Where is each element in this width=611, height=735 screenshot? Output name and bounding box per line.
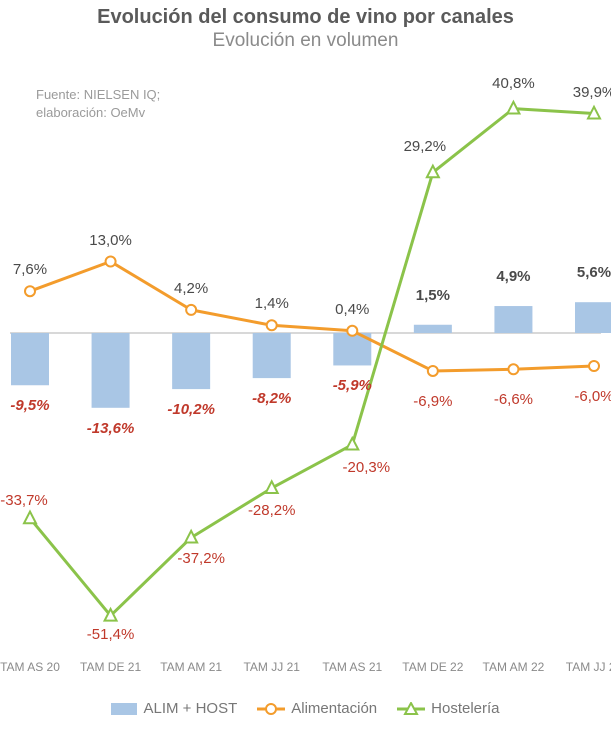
bar-label: -5,9% xyxy=(333,377,372,394)
legend-label: Hostelería xyxy=(431,700,499,717)
line1-label: -6,6% xyxy=(494,391,533,408)
legend-item: ALIM + HOST xyxy=(111,700,237,717)
line2-label: 29,2% xyxy=(404,138,447,155)
category-label: TAM AS 20 xyxy=(0,660,60,674)
category-label: TAM AM 22 xyxy=(483,660,545,674)
legend: ALIM + HOST Alimentación Hostelería xyxy=(0,700,611,717)
category-label: TAM JJ 22 xyxy=(566,660,611,674)
line1-label: -6,9% xyxy=(413,393,452,410)
line2-label: -51,4% xyxy=(87,626,135,643)
legend-swatch-line xyxy=(257,702,285,716)
category-label: TAM JJ 21 xyxy=(243,660,299,674)
line2-label: -33,7% xyxy=(0,492,48,509)
bar-label: -13,6% xyxy=(87,420,135,437)
bar-label: 5,6% xyxy=(577,264,611,281)
line2-label: -37,2% xyxy=(177,550,225,567)
line1-label: 13,0% xyxy=(89,232,132,249)
line2-label: 39,9% xyxy=(573,84,611,101)
line2-label: -20,3% xyxy=(343,459,391,476)
line1-label: 7,6% xyxy=(13,261,47,278)
line1-label: 0,4% xyxy=(335,301,369,318)
category-label: TAM AS 21 xyxy=(322,660,382,674)
bar-label: -8,2% xyxy=(252,390,291,407)
line1-label: 4,2% xyxy=(174,280,208,297)
bar-label: -9,5% xyxy=(10,397,49,414)
line2-label: -28,2% xyxy=(248,502,296,519)
legend-item: Hostelería xyxy=(397,700,499,717)
legend-swatch-line xyxy=(397,702,425,716)
legend-item: Alimentación xyxy=(257,700,377,717)
legend-label: Alimentación xyxy=(291,700,377,717)
category-label: TAM DE 21 xyxy=(80,660,141,674)
bar-label: 4,9% xyxy=(496,268,530,285)
legend-label: ALIM + HOST xyxy=(143,700,237,717)
line1-label: -6,0% xyxy=(574,388,611,405)
bar-label: -10,2% xyxy=(167,401,215,418)
line1-label: 1,4% xyxy=(255,295,289,312)
line2-label: 40,8% xyxy=(492,75,535,92)
category-label: TAM AM 21 xyxy=(160,660,222,674)
chart-container: Evolución del consumo de vino por canale… xyxy=(0,0,611,735)
bar-label: 1,5% xyxy=(416,287,450,304)
category-label: TAM DE 22 xyxy=(402,660,463,674)
legend-swatch-bar xyxy=(111,703,137,715)
